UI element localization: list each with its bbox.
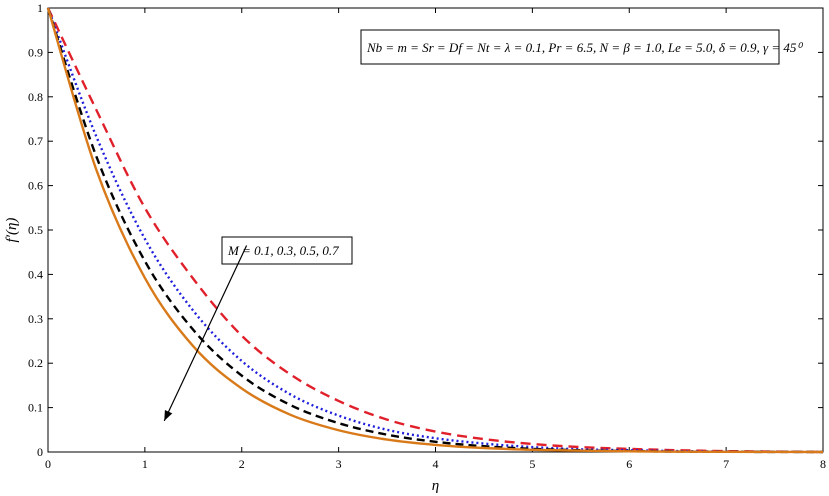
x-tick-label: 2 xyxy=(239,457,245,471)
y-tick-label: 0.6 xyxy=(28,179,43,193)
x-tick-label: 0 xyxy=(45,457,51,471)
arrow-head xyxy=(164,409,173,421)
y-tick-label: 1 xyxy=(37,1,43,15)
x-tick-label: 4 xyxy=(433,457,439,471)
y-tick-label: 0.3 xyxy=(28,312,43,326)
y-tick-label: 0.5 xyxy=(28,223,43,237)
y-axis-label: f′(η) xyxy=(4,218,20,243)
y-tick-label: 0.7 xyxy=(28,134,43,148)
y-tick-label: 0.1 xyxy=(28,401,43,415)
x-tick-label: 3 xyxy=(336,457,342,471)
parameter-box xyxy=(360,29,780,65)
y-tick-label: 0.2 xyxy=(28,356,43,370)
series-line-1 xyxy=(46,7,824,454)
series-line-4 xyxy=(46,7,824,454)
y-tick-label: 0 xyxy=(37,445,43,459)
x-tick-label: 5 xyxy=(529,457,535,471)
x-tick-label: 6 xyxy=(626,457,632,471)
x-tick-label: 7 xyxy=(723,457,729,471)
series-line-2 xyxy=(46,7,824,454)
annotation-arrow xyxy=(163,245,248,422)
x-tick-label: 1 xyxy=(142,457,148,471)
plot-frame xyxy=(47,7,824,453)
y-tick-label: 0.9 xyxy=(28,45,43,59)
parameter-box-text: Nb = m = Sr = Df = Nt = λ = 0.1, Pr = 6.… xyxy=(366,40,803,55)
y-tick-label: 0.4 xyxy=(28,267,43,281)
x-tick-label: 8 xyxy=(820,457,826,471)
y-tick-label: 0.8 xyxy=(28,90,43,104)
series-line-3 xyxy=(46,7,824,454)
annotation-text: M = 0.1, 0.3, 0.5, 0.7 xyxy=(227,243,339,258)
x-axis-label: η xyxy=(432,478,439,494)
plot-area: 0 1 2 3 4 5 6 7 8 0 0.1 0.2 0.3 0.4 0.5 0.6 0.7 0.8 0.9 1 η f… xyxy=(4,1,826,494)
